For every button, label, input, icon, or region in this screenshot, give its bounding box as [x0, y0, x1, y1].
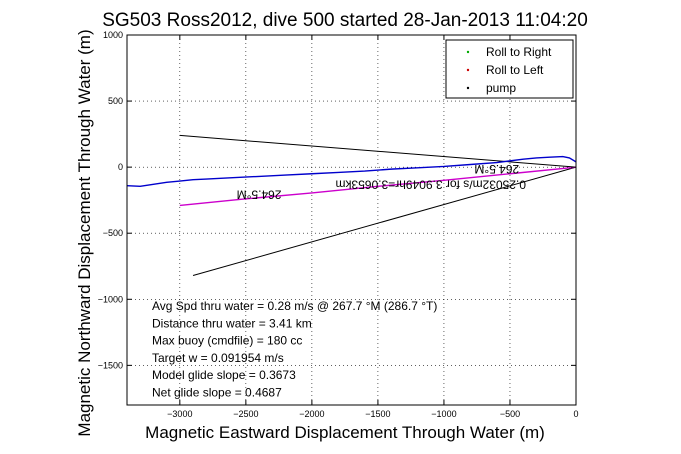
summary-text-block: Avg Spd thru water = 0.28 m/s @ 267.7 °M… — [152, 299, 437, 400]
reference-line — [192, 166, 577, 276]
legend-entry: Roll to Left — [486, 63, 544, 77]
summary-line: Model glide slope = 0.3673 — [152, 368, 296, 382]
series-line — [126, 155, 577, 188]
axes-box — [126, 34, 577, 406]
summary-line: Max buoy (cmdfile) = 180 cc — [152, 334, 302, 348]
y-tick-label: −1000 — [98, 294, 123, 304]
summary-line: Avg Spd thru water = 0.28 m/s @ 267.7 °M… — [152, 299, 437, 313]
plot-annotation: 0.25032m/s for 3.9049hr=3.0653km — [336, 177, 526, 191]
plot-annotation: 264.5°M — [237, 187, 282, 201]
x-tick-label: −1000 — [431, 409, 456, 419]
x-tick-label: −1500 — [365, 409, 390, 419]
summary-line: Target w = 0.091954 m/s — [152, 351, 284, 365]
x-tick-label: −2000 — [299, 409, 324, 419]
legend-marker — [466, 86, 470, 90]
legend-marker — [466, 50, 470, 54]
y-tick-label: 1000 — [103, 30, 123, 40]
y-tick-label: −1500 — [98, 360, 123, 370]
x-tick-label: −2500 — [233, 409, 258, 419]
plot-annotation: 264.5°M — [474, 162, 519, 176]
reference-line — [179, 134, 577, 168]
x-tick-label: −3000 — [167, 409, 192, 419]
legend-entry: pump — [486, 81, 516, 95]
y-tick-label: −500 — [103, 228, 123, 238]
x-tick-label: 0 — [573, 409, 578, 419]
series-line — [179, 166, 577, 207]
summary-line: Net glide slope = 0.4687 — [152, 386, 282, 400]
chart-title: SG503 Ross2012, dive 500 started 28-Jan-… — [102, 10, 588, 31]
y-tick-label: 0 — [118, 162, 123, 172]
summary-line: Distance thru water = 3.41 km — [152, 316, 312, 330]
legend: Roll to Right Roll to Left pump — [445, 39, 574, 99]
y-tick-label: 500 — [108, 96, 123, 106]
legend-entry: Roll to Right — [486, 45, 552, 59]
x-tick-label: −500 — [500, 409, 520, 419]
legend-marker — [466, 68, 470, 72]
y-axis-label: Magnetic Northward Displacement Through … — [75, 29, 94, 436]
x-axis-label: Magnetic Eastward Displacement Through W… — [145, 423, 545, 442]
